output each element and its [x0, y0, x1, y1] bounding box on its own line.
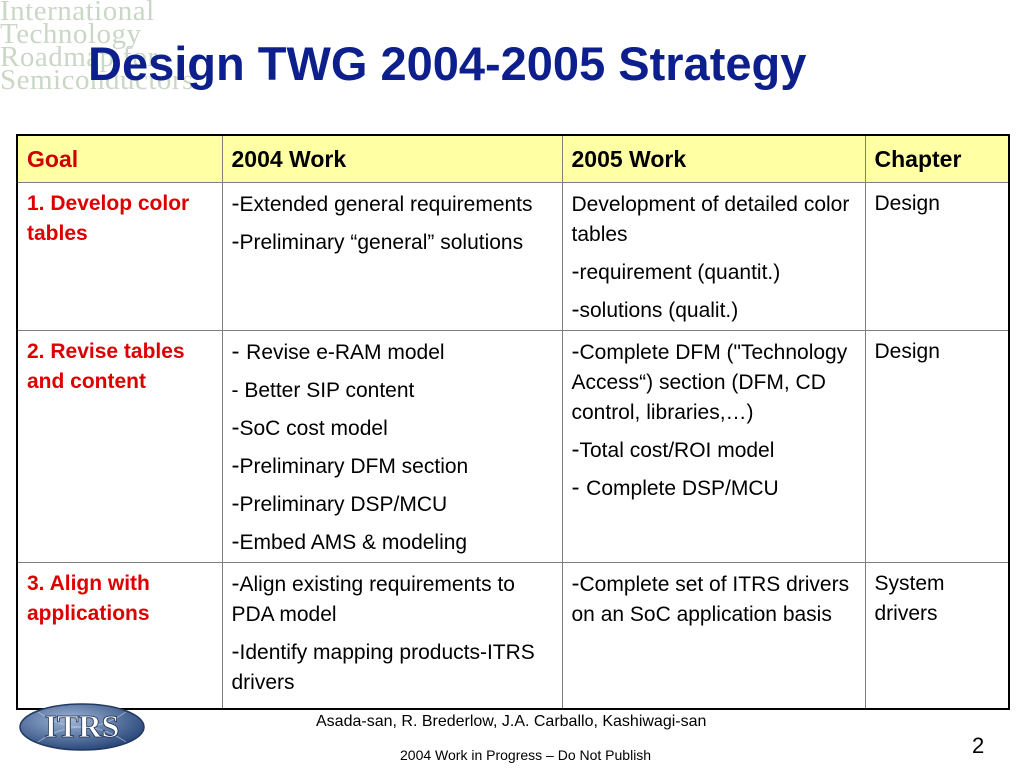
strategy-table: Goal 2004 Work 2005 Work Chapter 1. Deve…	[16, 134, 1010, 710]
goal-cell: 3. Align with applications	[16, 562, 223, 709]
list-item: Development of detailed color tables	[571, 193, 850, 246]
work-2005-cell: Development of detailed color tables -re…	[561, 182, 866, 331]
list-item: -Complete DFM ("Technology Access“) sect…	[571, 338, 848, 424]
page-number: 2	[972, 733, 985, 758]
header-chapter: Chapter	[864, 134, 1010, 183]
list-item: -Total cost/ROI model	[571, 436, 775, 463]
work-2004-cell: -Extended general requirements -Prelimin…	[221, 182, 563, 331]
logo-text: ITRS	[45, 708, 120, 744]
goal-cell: 2. Revise tables and content	[16, 330, 223, 563]
goal-cell: 1. Develop color tables	[16, 182, 223, 331]
list-item: -Complete set of ITRS drivers on an SoC …	[571, 570, 850, 626]
header-2004-work: 2004 Work	[221, 134, 563, 183]
work-2004-cell: -Align existing requirements to PDA mode…	[221, 562, 563, 709]
chapter-cell: Design	[864, 182, 1010, 331]
list-item: -Align existing requirements to PDA mode…	[231, 570, 515, 626]
list-item: - Better SIP content	[231, 379, 415, 402]
chapter-cell: System drivers	[864, 562, 1010, 709]
list-item: -Preliminary DSP/MCU	[231, 490, 448, 517]
list-item: -SoC cost model	[231, 414, 388, 441]
logo-meridian	[37, 726, 127, 743]
watermark-line: Semiconductors	[0, 64, 194, 96]
table-row: 2. Revise tables and content - Revise e-…	[16, 330, 1010, 563]
slide-title: Design TWG 2004-2005 Strategy	[88, 37, 807, 90]
table-row: 1. Develop color tables -Extended genera…	[16, 182, 1010, 331]
itrs-logo: ITRS	[19, 703, 145, 751]
table-header-row: Goal 2004 Work 2005 Work Chapter	[16, 134, 1010, 183]
watermark-line: Technology	[0, 18, 142, 50]
header-goal: Goal	[16, 134, 223, 183]
work-2005-cell: -Complete DFM ("Technology Access“) sect…	[561, 330, 866, 563]
publication-notice: 2004 Work in Progress – Do Not Publish	[400, 747, 652, 763]
chapter-cell: Design	[864, 330, 1010, 563]
itrs-watermark: International Technology Roadmap for Sem…	[0, 0, 194, 120]
list-item: -Embed AMS & modeling	[231, 528, 468, 555]
list-item: -Preliminary “general” solutions	[231, 228, 524, 255]
watermark-line: International	[0, 0, 155, 27]
header-2005-work: 2005 Work	[561, 134, 866, 183]
list-item: -solutions (qualit.)	[571, 296, 739, 323]
work-2004-cell: - Revise e-RAM model - Better SIP conten…	[221, 330, 563, 563]
list-item: -Identify mapping products-ITRS drivers	[231, 638, 535, 694]
list-item: -Preliminary DFM section	[231, 452, 469, 479]
list-item: -requirement (quantit.)	[571, 258, 781, 285]
list-item: - Revise e-RAM model	[231, 338, 445, 365]
work-2005-cell: -Complete set of ITRS drivers on an SoC …	[561, 562, 866, 709]
authors-footer: Asada-san, R. Brederlow, J.A. Carballo, …	[316, 713, 707, 730]
list-item: -Extended general requirements	[231, 190, 533, 217]
table-row: 3. Align with applications -Align existi…	[16, 562, 1010, 709]
watermark-line: Roadmap for	[0, 41, 158, 73]
list-item: - Complete DSP/MCU	[571, 474, 779, 501]
